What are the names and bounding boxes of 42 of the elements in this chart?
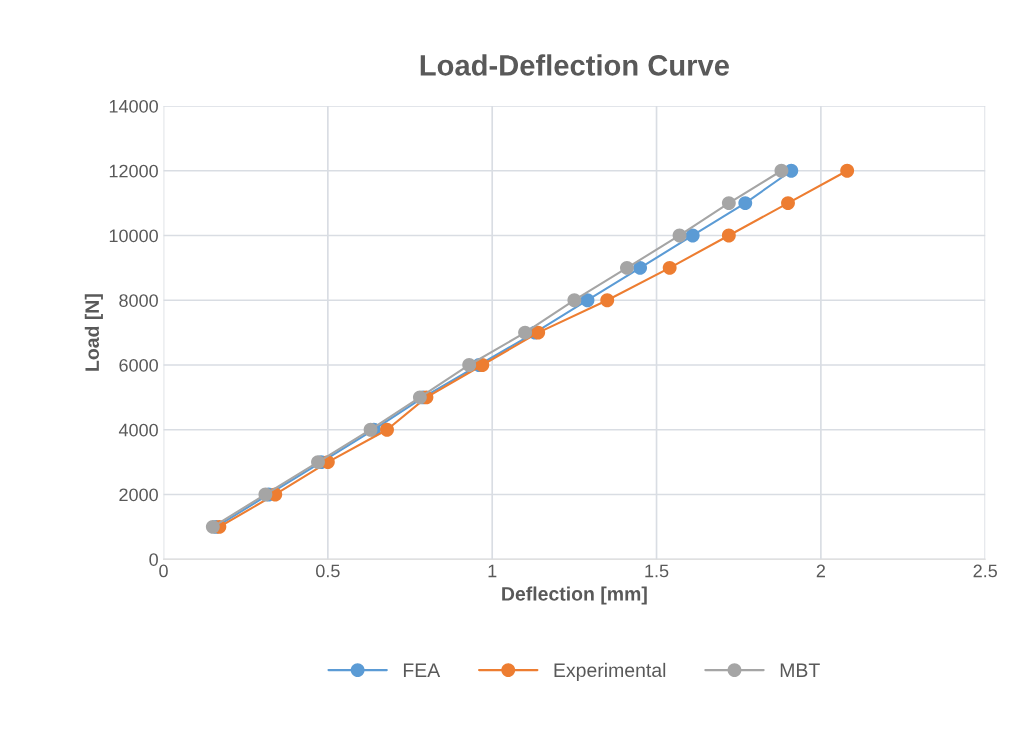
point bbox=[462, 358, 477, 372]
y-tick-label: 14000 bbox=[109, 99, 158, 113]
point bbox=[774, 163, 789, 178]
point bbox=[518, 325, 533, 340]
point bbox=[620, 260, 634, 275]
y-tick-label: 0 bbox=[149, 553, 158, 566]
point bbox=[580, 293, 595, 308]
x-tick-label: 1.5 bbox=[645, 564, 669, 578]
x-axis-title: Deflection [mm] bbox=[502, 586, 647, 605]
point bbox=[311, 455, 325, 470]
point bbox=[412, 390, 427, 405]
legend-label: Experimental bbox=[554, 662, 666, 681]
point bbox=[672, 228, 687, 243]
point bbox=[633, 260, 648, 275]
y-axis-title: Load [N] bbox=[84, 294, 103, 371]
point bbox=[721, 196, 736, 211]
y-tick-label: 12000 bbox=[109, 164, 158, 178]
x-tick-label: 2.5 bbox=[973, 564, 997, 578]
point bbox=[531, 325, 546, 340]
legend-label: FEA bbox=[403, 663, 441, 677]
point bbox=[781, 196, 795, 211]
point bbox=[721, 228, 736, 243]
point bbox=[738, 196, 753, 211]
point bbox=[662, 260, 677, 275]
x-tick-label: 2 bbox=[816, 564, 825, 578]
point bbox=[205, 519, 220, 534]
point bbox=[600, 293, 615, 308]
x-tick-label: 0.5 bbox=[316, 564, 340, 578]
x-tick-label: 1 bbox=[488, 564, 497, 578]
y-tick-label: 8000 bbox=[119, 294, 158, 307]
point bbox=[840, 163, 855, 178]
point bbox=[380, 422, 394, 437]
legend-label: MBT bbox=[780, 663, 820, 677]
y-tick-label: 6000 bbox=[119, 358, 158, 372]
y-tick-label: 4000 bbox=[118, 423, 158, 437]
point bbox=[685, 228, 700, 243]
y-tick-label: 2000 bbox=[119, 488, 158, 502]
chart-title: Load-Deflection Curve bbox=[420, 54, 729, 76]
point bbox=[567, 293, 582, 308]
y-tick-label: 10000 bbox=[109, 229, 158, 243]
x-tick-label: 0 bbox=[159, 564, 168, 578]
point bbox=[475, 358, 490, 372]
